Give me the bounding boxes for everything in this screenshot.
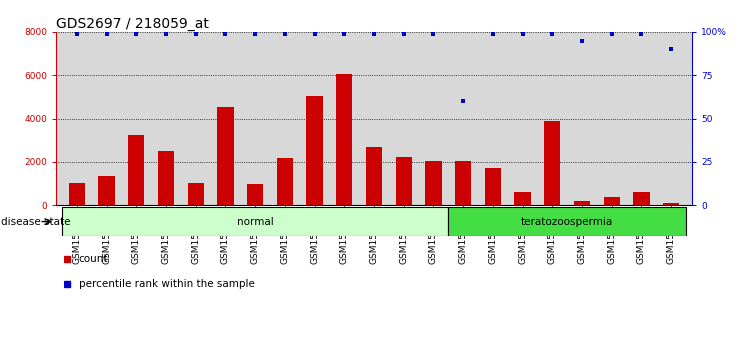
- Bar: [574, 201, 590, 205]
- Point: [368, 31, 380, 36]
- Text: GDS2697 / 218059_at: GDS2697 / 218059_at: [56, 17, 209, 31]
- Bar: [128, 135, 144, 205]
- Point: [635, 31, 647, 36]
- Bar: [336, 74, 352, 205]
- Bar: [247, 184, 263, 205]
- Point: [338, 31, 350, 36]
- Bar: [62, 207, 448, 236]
- Bar: [69, 183, 85, 205]
- Point: [487, 31, 499, 36]
- Point: [249, 31, 261, 36]
- Point: [130, 31, 142, 36]
- Bar: [99, 176, 114, 205]
- Bar: [188, 183, 204, 205]
- Bar: [604, 197, 620, 205]
- Text: normal: normal: [237, 217, 274, 227]
- Point: [160, 31, 172, 36]
- Point: [309, 31, 321, 36]
- Bar: [396, 156, 412, 205]
- Bar: [158, 151, 174, 205]
- Text: teratozoospermia: teratozoospermia: [521, 217, 613, 227]
- Bar: [307, 96, 322, 205]
- Bar: [455, 161, 471, 205]
- Text: percentile rank within the sample: percentile rank within the sample: [79, 279, 254, 289]
- Bar: [515, 192, 531, 205]
- Bar: [448, 207, 686, 236]
- Point: [606, 31, 618, 36]
- Point: [517, 31, 529, 36]
- Point: [398, 31, 410, 36]
- Bar: [426, 161, 441, 205]
- Point: [427, 31, 439, 36]
- Point: [576, 38, 588, 44]
- Bar: [485, 169, 501, 205]
- Point: [546, 31, 558, 36]
- Point: [665, 46, 677, 52]
- Point: [101, 31, 113, 36]
- Point: [190, 31, 202, 36]
- Point: [219, 31, 231, 36]
- Point: [71, 31, 83, 36]
- Bar: [544, 121, 560, 205]
- Bar: [277, 158, 293, 205]
- Bar: [634, 192, 649, 205]
- Text: count: count: [79, 254, 108, 264]
- Bar: [366, 147, 382, 205]
- Point: [279, 31, 291, 36]
- Point: [457, 98, 469, 104]
- Text: disease state: disease state: [1, 217, 70, 227]
- Bar: [217, 107, 233, 205]
- Bar: [663, 203, 679, 205]
